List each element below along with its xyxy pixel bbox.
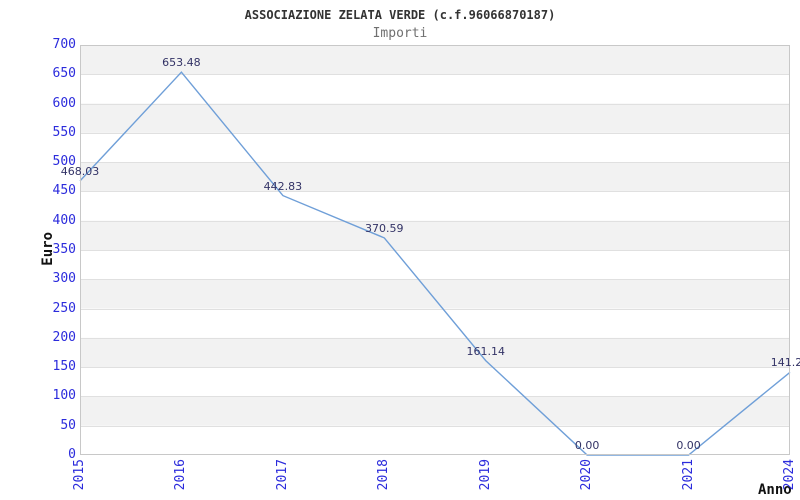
point-value-label: 141.20	[770, 356, 800, 370]
chart-subtitle: Importi	[372, 26, 428, 41]
y-tick-label: 700	[52, 37, 76, 52]
plot-band	[80, 220, 790, 250]
point-value-label: 442.83	[263, 179, 303, 193]
plot-band	[80, 162, 790, 192]
x-tick-label: 2020	[579, 459, 595, 491]
y-tick-label: 250	[52, 300, 76, 316]
y-tick-label: 350	[52, 242, 76, 257]
plot-border	[80, 45, 790, 455]
y-tick-label: 0	[68, 447, 76, 462]
plot-band	[80, 337, 790, 368]
point-value-label: 370.59	[365, 221, 404, 235]
y-tick-label: 100	[52, 388, 76, 404]
x-tick-label: 2018	[376, 459, 392, 491]
y-tick-label: 600	[52, 95, 76, 111]
x-tick-label: 2021	[680, 459, 696, 491]
point-value-label: 161.14	[466, 344, 505, 358]
y-tick-label: 300	[52, 271, 76, 287]
plot-band	[80, 103, 790, 133]
plot-band	[80, 396, 790, 426]
y-tick-label: 450	[52, 183, 76, 199]
point-value-label: 0.00	[676, 439, 701, 452]
y-tick-label: 650	[52, 66, 76, 82]
point-value-label: 0.00	[574, 439, 600, 452]
x-axis-title: Anno	[758, 482, 792, 498]
y-tick-label: 550	[52, 124, 76, 140]
x-tick-label: 2015	[72, 459, 87, 491]
point-value-label: 653.48	[162, 56, 201, 70]
y-tick-label: 400	[52, 212, 76, 228]
y-tick-label: 50	[60, 417, 76, 433]
x-tick-label: 2016	[173, 459, 189, 491]
x-tick-label: 2017	[274, 459, 290, 491]
point-value-label: 468.03	[60, 164, 100, 178]
x-tick-label: 2019	[477, 459, 493, 491]
x-tick-label: 2024	[782, 459, 797, 491]
plot-band	[80, 279, 790, 309]
plot-band	[80, 45, 790, 75]
chart-title: ASSOCIAZIONE ZELATA VERDE (c.f.960668701…	[244, 8, 556, 22]
y-tick-label: 150	[52, 359, 76, 375]
y-tick-label: 200	[52, 329, 76, 345]
y-tick-label: 500	[52, 154, 76, 170]
